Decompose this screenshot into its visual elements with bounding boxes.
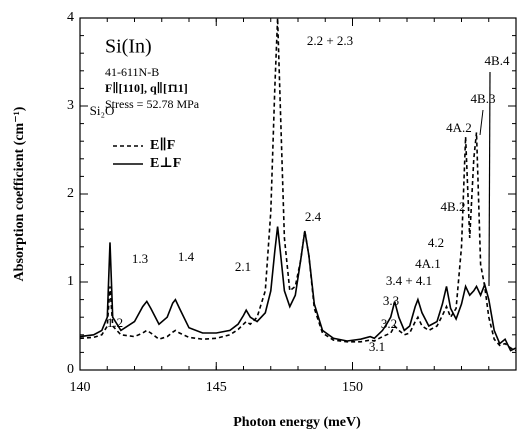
- y-tick-label: 3: [67, 98, 74, 113]
- x-tick-label: 150: [342, 380, 363, 395]
- y-tick-label: 4: [67, 10, 74, 25]
- leader-line: [479, 109, 484, 136]
- peak-label: 3.2: [381, 316, 397, 331]
- peak-label: 4.2: [428, 235, 444, 250]
- peak-label: 4B.4: [485, 53, 510, 68]
- peak-label: Si₂O: [90, 103, 115, 118]
- peak-label: 4A.1: [415, 256, 441, 271]
- peak-label: 2.2 + 2.3: [307, 33, 353, 48]
- legend-label: E⊥F: [150, 156, 181, 171]
- peak-label: 4B.3: [471, 91, 496, 106]
- geometry: F∥[110], q∥[1̄11]: [105, 81, 188, 95]
- peak-label: 4A.2: [446, 120, 472, 135]
- y-tick-label: 0: [67, 362, 74, 377]
- x-tick-label: 140: [70, 380, 91, 395]
- peak-label: 3.3: [383, 293, 399, 308]
- peak-label: 3.1: [369, 339, 385, 354]
- peak-label: 1.4: [178, 249, 195, 264]
- chart-title: Si(In): [105, 36, 152, 58]
- x-axis-label: Photon energy (meV): [233, 415, 361, 430]
- leader-line: [488, 71, 491, 287]
- legend-label: E∥F: [150, 137, 175, 153]
- stress: Stress = 52.78 MPa: [105, 97, 200, 111]
- y-axis-label: Absorption coefficient (cm⁻¹): [12, 106, 27, 281]
- x-tick-label: 145: [206, 380, 227, 395]
- y-tick-label: 2: [67, 186, 74, 201]
- sample-id: 41-611N-B: [105, 65, 159, 79]
- peak-label: 2.4: [305, 209, 322, 224]
- peak-label: 2.1: [235, 259, 251, 274]
- peak-label: 3.4 + 4.1: [386, 273, 432, 288]
- peak-label: 4B.2: [441, 199, 466, 214]
- peak-label: 1.2: [107, 315, 123, 330]
- peak-label: 1.3: [132, 251, 148, 266]
- y-tick-label: 1: [67, 274, 74, 289]
- series-line: [79, 226, 517, 352]
